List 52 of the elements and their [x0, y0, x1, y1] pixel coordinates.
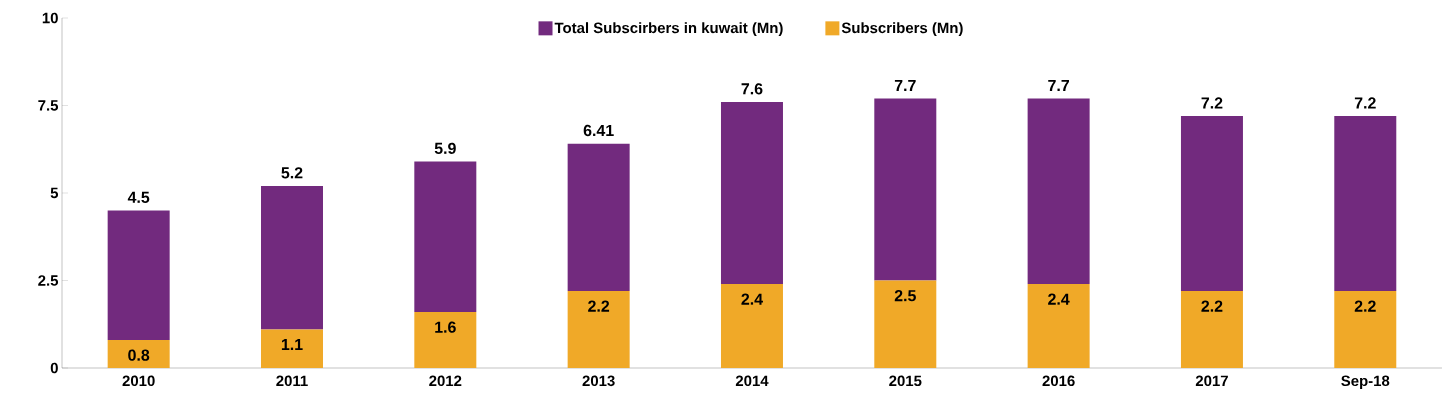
x-tick-label: 2010 — [122, 375, 155, 387]
data-label: 2.2 — [1201, 300, 1223, 312]
x-tick-label: 2011 — [276, 375, 308, 387]
bar — [107, 340, 170, 368]
y-tick-label: 2.5 — [38, 275, 59, 286]
bar — [107, 210, 170, 340]
total-label: 7.2 — [1354, 97, 1376, 109]
bar — [414, 161, 477, 312]
bar — [1180, 291, 1243, 368]
x-tick-label: 2014 — [735, 375, 769, 387]
x-tick-label: 2013 — [582, 375, 615, 387]
bar — [874, 98, 937, 281]
y-tick-label: 7.5 — [38, 100, 59, 111]
total-label: 7.7 — [1048, 80, 1069, 91]
x-tick-label: 2016 — [1042, 375, 1075, 387]
bar — [1180, 116, 1243, 291]
total-label: 4.5 — [127, 191, 150, 203]
x-tick-label: 2017 — [1195, 375, 1228, 387]
bar — [1027, 98, 1090, 284]
total-label: 6.41 — [583, 124, 614, 137]
bar — [567, 143, 630, 291]
bar — [260, 329, 323, 368]
data-label: 2.2 — [588, 300, 610, 312]
total-label: 5.9 — [434, 142, 456, 154]
y-tick-label: 10 — [42, 12, 58, 24]
bar — [720, 284, 783, 368]
total-label: 7.6 — [741, 83, 763, 95]
data-label: 2.2 — [1354, 300, 1376, 312]
bar — [1334, 116, 1397, 291]
x-tick-label: 2012 — [429, 375, 462, 387]
bar — [1334, 291, 1397, 368]
data-label: 2.4 — [741, 293, 763, 305]
legend-label: Total Subscirbers in kuwait (Mn) — [554, 22, 783, 37]
total-label: 7.2 — [1201, 97, 1223, 109]
bar — [567, 291, 630, 368]
bar — [260, 186, 323, 330]
bar — [414, 312, 477, 368]
y-tick-label: 0 — [50, 362, 58, 374]
data-label: 1.6 — [435, 321, 456, 333]
x-tick-label: Sep-18 — [1341, 375, 1390, 390]
data-label: 0.8 — [128, 349, 150, 361]
bar — [720, 102, 783, 284]
data-label: 2.5 — [894, 290, 916, 302]
bar — [874, 280, 937, 368]
x-tick-label: 2015 — [889, 375, 922, 387]
y-tick-label: 5 — [50, 187, 59, 199]
legend-label: Subscribers (Mn) — [841, 22, 963, 37]
total-label: 7.7 — [894, 80, 916, 91]
data-label: 1.1 — [281, 339, 303, 350]
data-label: 2.4 — [1048, 293, 1070, 305]
bar — [1027, 284, 1090, 368]
total-label: 5.2 — [281, 167, 303, 179]
